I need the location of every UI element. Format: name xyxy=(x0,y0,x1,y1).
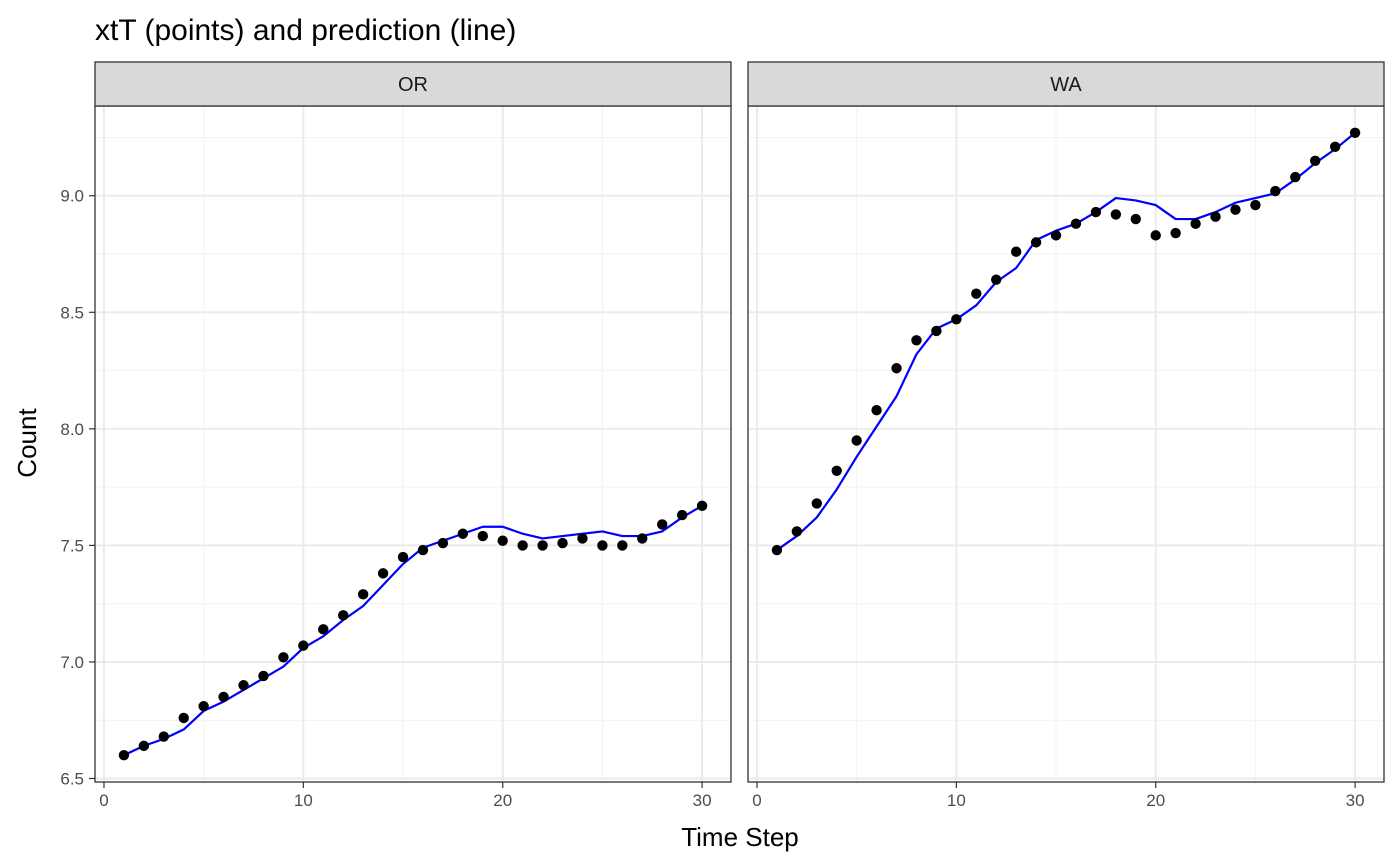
x-tick-label: 0 xyxy=(99,791,108,810)
x-tick-label: 20 xyxy=(493,791,512,810)
x-tick-label: 30 xyxy=(1346,791,1365,810)
data-point xyxy=(597,540,608,551)
data-point xyxy=(676,509,688,521)
data-point xyxy=(557,537,568,549)
data-point xyxy=(1349,127,1361,139)
data-point xyxy=(357,589,369,600)
data-point xyxy=(1090,206,1102,218)
data-point xyxy=(1290,171,1301,183)
data-point xyxy=(1130,213,1141,225)
data-point xyxy=(517,540,528,551)
data-point xyxy=(577,533,588,544)
x-tick-label: 10 xyxy=(294,791,313,810)
y-tick-label: 9.0 xyxy=(60,187,84,206)
y-tick-label: 8.5 xyxy=(60,303,84,322)
y-tick-label: 7.0 xyxy=(60,653,84,672)
x-tick-label: 0 xyxy=(752,791,761,810)
facet-strip xyxy=(94,61,732,107)
data-point xyxy=(1110,209,1122,220)
data-point xyxy=(831,465,842,477)
data-point xyxy=(318,624,329,635)
panel-background xyxy=(748,106,1384,782)
y-tick-label: 6.5 xyxy=(60,770,84,789)
data-point xyxy=(198,701,209,712)
data-point xyxy=(1170,227,1181,239)
data-point xyxy=(871,405,882,416)
prediction-line xyxy=(776,131,1356,551)
data-point xyxy=(437,537,449,549)
data-point xyxy=(1310,155,1321,166)
data-point xyxy=(696,500,708,511)
data-point xyxy=(891,363,902,374)
data-point xyxy=(1329,141,1341,152)
data-point xyxy=(851,435,862,446)
data-point xyxy=(991,274,1002,285)
data-point xyxy=(951,314,962,325)
data-point xyxy=(477,530,488,542)
data-point xyxy=(1270,185,1281,197)
data-point xyxy=(457,528,469,539)
data-point xyxy=(1230,204,1241,215)
data-point xyxy=(537,540,548,551)
data-point xyxy=(637,533,648,544)
data-point xyxy=(118,749,130,761)
data-point xyxy=(971,288,982,299)
data-point xyxy=(258,670,269,682)
data-point xyxy=(1190,218,1201,229)
panels: 6.5 7.0 7.5 8.0 8.5 9.0 OR 0 10 20 30 WA 0 10 20 30 xyxy=(60,61,1385,810)
x-axis-title: Time Step xyxy=(681,822,799,852)
data-point xyxy=(158,731,169,742)
y-tick-label: 8.0 xyxy=(60,420,84,439)
data-point xyxy=(178,712,189,724)
facet-strip xyxy=(747,61,1385,107)
data-point xyxy=(138,740,150,752)
data-point xyxy=(1250,199,1261,211)
data-point xyxy=(1210,211,1221,222)
x-tick-label: 10 xyxy=(947,791,966,810)
panel-or: OR 0 10 20 30 xyxy=(94,61,732,810)
data-point xyxy=(397,551,409,563)
data-point xyxy=(218,691,229,703)
data-point xyxy=(657,519,668,530)
data-point xyxy=(1030,237,1042,248)
facet-strip-label: WA xyxy=(1050,74,1082,96)
y-axis-title: Count xyxy=(12,408,42,478)
data-point xyxy=(417,544,429,556)
y-tick-label: 7.5 xyxy=(60,536,84,555)
data-point xyxy=(1150,230,1161,241)
panel-wa: WA 0 10 20 30 xyxy=(747,61,1385,810)
chart-title: xtT (points) and prediction (line) xyxy=(95,14,516,47)
facet-strip-label: OR xyxy=(398,74,428,96)
data-point xyxy=(1050,230,1062,241)
data-point xyxy=(911,335,922,346)
x-tick-label: 20 xyxy=(1146,791,1165,810)
data-point xyxy=(238,680,249,691)
data-point xyxy=(278,652,289,663)
data-point xyxy=(811,498,822,509)
data-point xyxy=(338,610,349,621)
data-point xyxy=(298,640,309,651)
prediction-line xyxy=(123,504,703,757)
data-point xyxy=(931,325,942,337)
data-point xyxy=(1010,246,1022,257)
data-point xyxy=(497,535,508,546)
panel-background xyxy=(95,106,731,782)
data-point xyxy=(771,544,783,556)
data-point xyxy=(1070,218,1082,229)
data-point xyxy=(377,568,389,579)
data-point xyxy=(617,540,628,551)
data-point xyxy=(791,526,803,537)
x-tick-label: 30 xyxy=(693,791,712,810)
